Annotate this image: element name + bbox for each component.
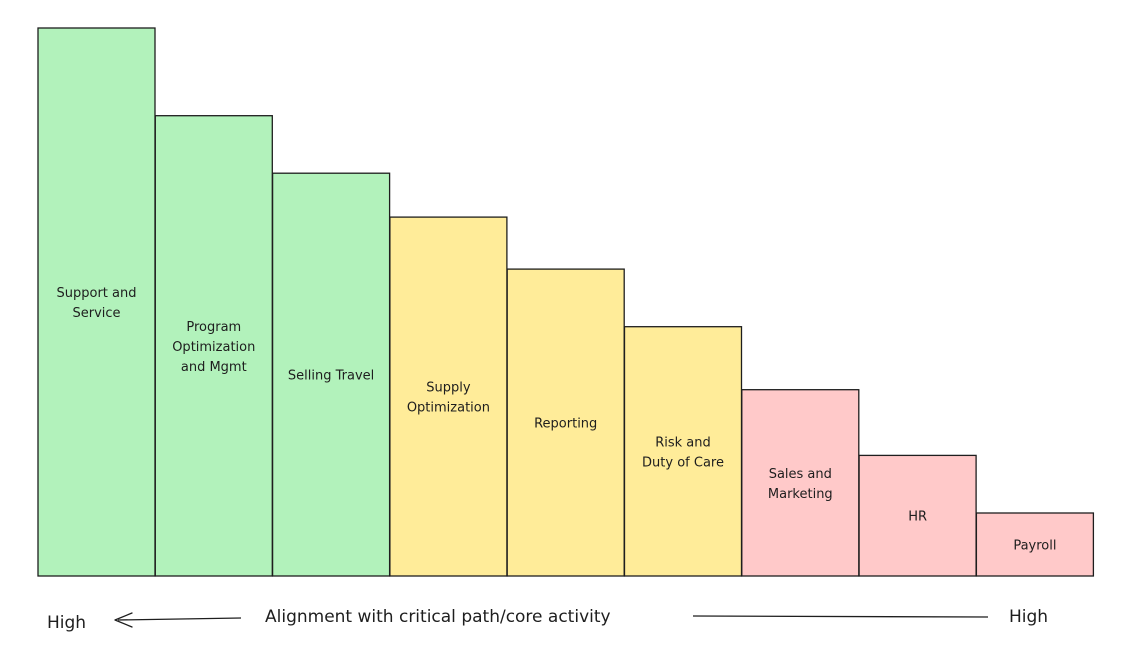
axis-left-label: High — [47, 613, 86, 633]
bar-label-reporting: Reporting — [534, 417, 597, 432]
bar-risk-and-duty-of-care — [623, 326, 743, 577]
bar-label-supply-optimization: Supply Optimization — [407, 381, 490, 416]
bar-label-selling-travel: Selling Travel — [288, 369, 374, 384]
bar-label-payroll: Payroll — [1013, 539, 1056, 554]
bar-program-optimization-and-mgmt — [154, 115, 273, 577]
left-arrowhead-icon — [114, 612, 133, 628]
bar-reporting — [506, 268, 625, 577]
bar-support-and-service — [37, 27, 156, 577]
bars-group — [37, 27, 1095, 577]
bar-label-hr: HR — [908, 510, 927, 525]
bar-labels-group: Support and Service Program Optimization and… — [57, 286, 1057, 554]
axis-title: Alignment with critical path/core activi… — [265, 607, 611, 627]
bar-label-support-and-service: Support and Service — [57, 286, 137, 321]
x-axis: High Alignment with critical path/core a… — [47, 607, 1048, 633]
bar-hr — [858, 454, 977, 577]
bar-supply-optimization — [389, 216, 508, 577]
bar-sales-and-marketing — [741, 389, 860, 577]
left-arrow-line — [117, 617, 242, 621]
right-axis-line — [692, 615, 989, 618]
axis-right-label: High — [1009, 607, 1048, 627]
bar-label-sales-and-marketing: Sales and Marketing — [768, 467, 833, 502]
bar-label-program-optimization-and-mgmt: Program Optimization and Mgmt — [172, 320, 255, 375]
bar-payroll — [975, 512, 1095, 577]
bar-selling-travel — [271, 172, 391, 577]
bar-label-risk-and-duty-of-care: Risk and Duty of Care — [642, 435, 724, 470]
